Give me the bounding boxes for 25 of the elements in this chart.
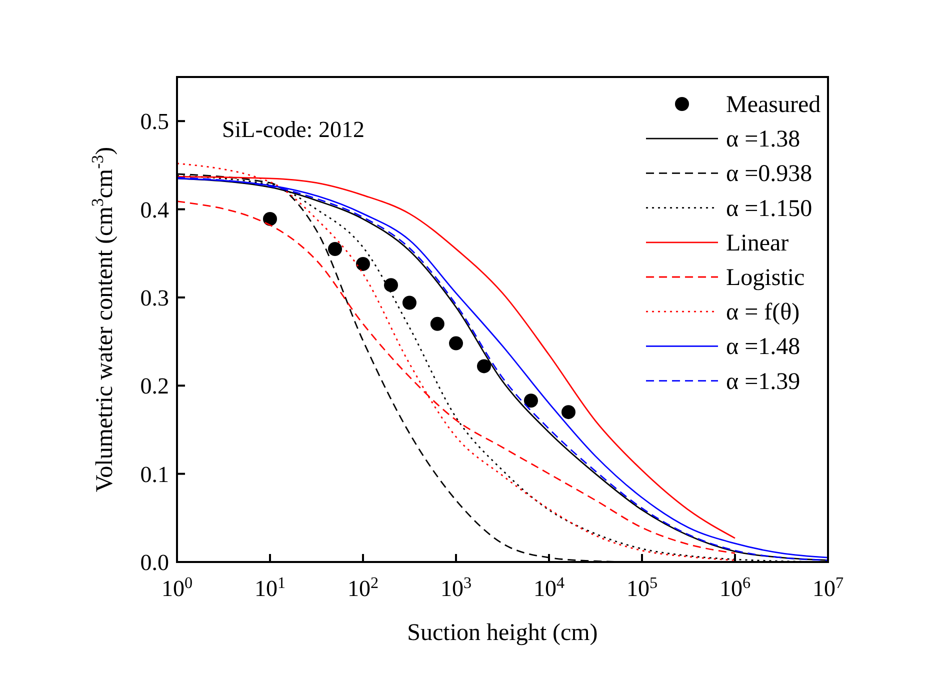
legend-label: α =1.39 xyxy=(726,368,800,395)
x-tick-label: 10$^{5}$ xyxy=(626,574,658,601)
x-tick-label: 10$^{7}$ xyxy=(812,574,844,601)
legend-label: Measured xyxy=(726,92,821,118)
legend-label: α =0.938 xyxy=(726,161,812,188)
x-axis-title: Suction height (cm) xyxy=(407,620,598,646)
legend-label: Logistic xyxy=(726,265,805,291)
legend-label: Linear xyxy=(726,230,789,256)
x-tick-label: 10$^{3}$ xyxy=(440,574,472,601)
legend-label: α =1.38 xyxy=(726,126,800,153)
x-tick-label: 10$^{6}$ xyxy=(719,574,751,601)
legend-label: α =1.48 xyxy=(726,334,800,360)
annotation: SiL-code: 2012 xyxy=(222,117,364,142)
y-tick-label: 0.5 xyxy=(140,109,169,134)
y-tick-label: 0.2 xyxy=(140,374,169,399)
legend-label: α =1.150 xyxy=(726,196,812,222)
x-tick-label: 10$^{2}$ xyxy=(347,574,379,601)
y-tick-label: 0.3 xyxy=(140,285,169,310)
x-tick-label: 10$^{1}$ xyxy=(254,574,286,601)
y-tick-label: 0.0 xyxy=(140,550,169,575)
x-tick-label: 10$^{4}$ xyxy=(533,574,565,601)
x-tick-label: 10$^{0}$ xyxy=(161,574,193,601)
legend-label: α = f(θ) xyxy=(726,300,800,326)
y-tick-label: 0.1 xyxy=(140,462,169,487)
y-tick-label: 0.4 xyxy=(140,197,170,222)
